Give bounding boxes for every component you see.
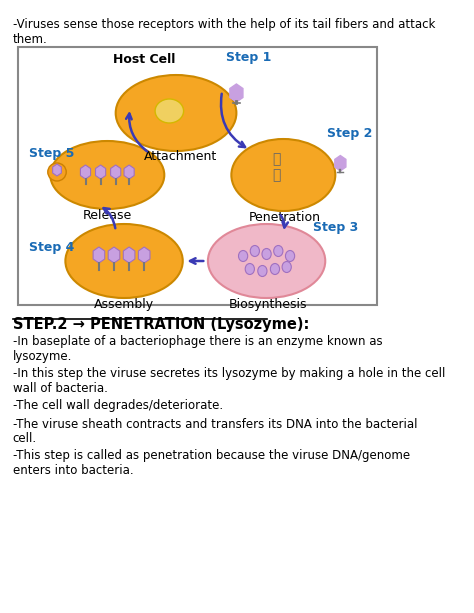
Ellipse shape <box>231 139 335 211</box>
Text: Host Cell: Host Cell <box>113 53 175 66</box>
Text: -This step is called as penetration because the viruse DNA/genome
enters into ba: -This step is called as penetration beca… <box>13 449 410 478</box>
Ellipse shape <box>50 141 164 209</box>
Circle shape <box>282 262 292 273</box>
Text: STEP.2 → PENETRATION (Lysozyme):: STEP.2 → PENETRATION (Lysozyme): <box>13 317 309 332</box>
Circle shape <box>238 251 248 262</box>
Text: Assembly: Assembly <box>94 298 154 311</box>
Text: Step 2: Step 2 <box>327 127 372 140</box>
FancyBboxPatch shape <box>18 47 377 305</box>
Circle shape <box>258 265 267 276</box>
Text: -In this step the viruse secretes its lysozyme by making a hole in the cell
wall: -In this step the viruse secretes its ly… <box>13 367 445 395</box>
Ellipse shape <box>155 99 183 123</box>
Text: Penetration: Penetration <box>249 211 321 224</box>
Text: Release: Release <box>82 209 132 222</box>
Text: Step 1: Step 1 <box>227 51 272 64</box>
Circle shape <box>245 264 255 275</box>
Ellipse shape <box>65 224 183 298</box>
Ellipse shape <box>116 75 237 151</box>
Circle shape <box>270 264 280 275</box>
Text: -The cell wall degrades/deteriorate.: -The cell wall degrades/deteriorate. <box>13 399 223 412</box>
Text: Biosynthesis: Biosynthesis <box>229 298 308 311</box>
Circle shape <box>250 245 259 256</box>
Ellipse shape <box>48 163 66 181</box>
Text: Step 4: Step 4 <box>29 241 75 254</box>
Circle shape <box>262 248 271 259</box>
Ellipse shape <box>208 224 325 298</box>
Text: 乙
乚: 乙 乚 <box>273 152 281 182</box>
Text: -Viruses sense those receptors with the help of its tail fibers and attack
them.: -Viruses sense those receptors with the … <box>13 18 435 46</box>
Circle shape <box>285 251 295 262</box>
Text: -In baseplate of a bacteriophage there is an enzyme known as
lysozyme.: -In baseplate of a bacteriophage there i… <box>13 335 382 363</box>
Text: Step 3: Step 3 <box>313 221 358 234</box>
Text: -The viruse sheath contracts and transfers its DNA into the bacterial
cell.: -The viruse sheath contracts and transfe… <box>13 417 417 446</box>
Text: Step 5: Step 5 <box>29 147 75 160</box>
Text: Attachment: Attachment <box>144 150 217 163</box>
Circle shape <box>273 245 283 256</box>
